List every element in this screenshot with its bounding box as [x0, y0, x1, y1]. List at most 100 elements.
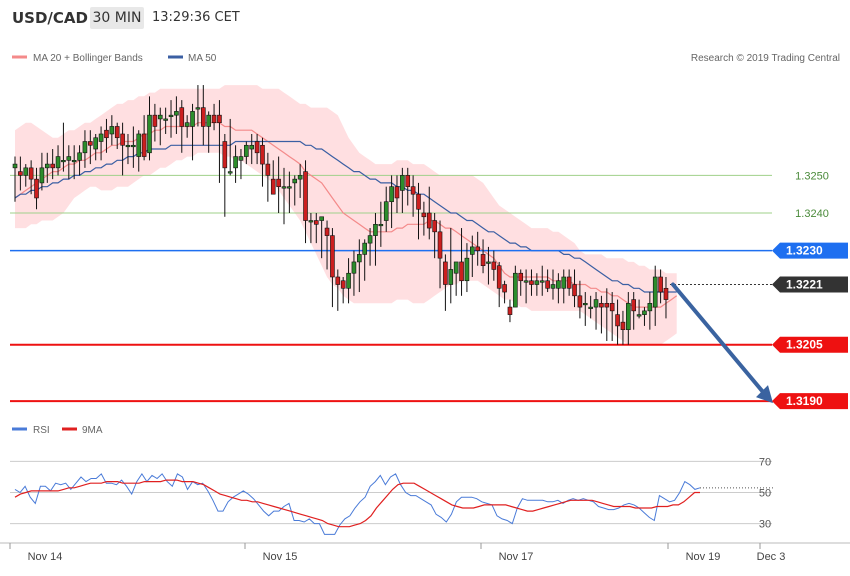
candle-body: [244, 144, 249, 157]
candle-body: [120, 133, 125, 146]
candle-body: [383, 201, 389, 221]
candle-body: [168, 114, 174, 117]
candle-body: [292, 178, 298, 184]
rsi-legend-label: RSI: [33, 425, 50, 436]
x-tick-label: Nov 17: [499, 551, 534, 563]
candle-body: [529, 280, 534, 285]
price-tag-label: 1.3190: [786, 394, 823, 408]
timeframe-button[interactable]: 30 MIN: [90, 7, 144, 29]
candle-body: [281, 186, 287, 189]
candle-body: [523, 280, 529, 283]
rsi-legend: RSI 9MA: [12, 425, 103, 436]
candle-body: [647, 303, 653, 312]
price-tag-label: 1.3230: [786, 244, 823, 258]
candle-body: [636, 314, 642, 317]
candle-body: [615, 314, 620, 327]
candle-body: [211, 114, 217, 123]
ma50-line: [14, 140, 677, 293]
candle-body: [303, 171, 308, 221]
candle-body: [652, 276, 658, 308]
candle-body: [405, 175, 411, 187]
candle-body: [566, 276, 572, 289]
price-tag: 1.3221: [772, 276, 848, 293]
candle-body: [453, 261, 459, 274]
candle-body: [394, 186, 400, 199]
ma9-legend-label: 9MA: [82, 425, 103, 436]
candle-body: [324, 227, 330, 236]
candle-body: [502, 284, 507, 293]
candle-body: [179, 107, 185, 127]
candle-body: [534, 280, 540, 285]
candle-body: [426, 212, 432, 229]
candle-body: [98, 133, 104, 142]
candle-body: [389, 186, 394, 203]
candle-body: [357, 254, 362, 263]
candle-body: [416, 193, 421, 210]
x-tick-label: Dec 3: [757, 551, 786, 563]
candle-body: [663, 287, 669, 300]
candle-body: [378, 224, 384, 227]
candle-body: [157, 114, 163, 120]
ma20-line: [14, 122, 678, 308]
candle-body: [125, 144, 131, 148]
candle-body: [147, 114, 152, 154]
candle-body: [184, 122, 190, 127]
candle-body: [604, 303, 610, 308]
candle-body: [23, 167, 29, 176]
candle-body: [222, 141, 228, 169]
candle-body: [201, 107, 206, 127]
credit-label: Research © 2019 Trading Central: [691, 53, 840, 64]
candle-body: [163, 118, 168, 121]
price-tag-bg: [772, 336, 848, 353]
candle-body: [104, 129, 109, 139]
ma50-legend-label: MA 50: [188, 53, 217, 64]
candle-body: [136, 133, 142, 157]
candle-body: [459, 261, 464, 282]
bb-legend-label: MA 20 + Bollinger Bands: [33, 53, 143, 64]
candle-body: [631, 299, 637, 312]
candle-body: [93, 137, 98, 150]
candle-body: [233, 156, 238, 169]
candle-body: [260, 144, 265, 165]
candle-body: [491, 261, 497, 270]
rsi-plot: 70 50 30: [10, 456, 775, 535]
chart-header: USD/CAD 30 MIN 13:29:36 CET: [0, 0, 850, 40]
candle-body: [238, 156, 244, 161]
candle-body: [319, 216, 324, 221]
candle-body: [34, 178, 39, 199]
candle-body: [432, 220, 437, 233]
rsi-ma-line: [14, 479, 700, 528]
candle-body: [609, 303, 615, 312]
candle-body: [287, 186, 292, 189]
candle-body: [518, 272, 524, 282]
symbol-label: USD/CAD: [12, 9, 88, 27]
candle-body: [77, 152, 82, 161]
candle-body: [71, 160, 77, 163]
price-tag-label: 1.3205: [786, 338, 823, 352]
candle-body: [400, 175, 405, 191]
candle-body: [174, 111, 179, 116]
price-tag: 1.3205: [772, 336, 848, 353]
candle-body: [39, 167, 45, 184]
candle-body: [340, 280, 346, 289]
candle-body: [443, 261, 448, 285]
candle-body: [61, 160, 66, 163]
candle-body: [620, 321, 626, 330]
candle-body: [114, 126, 120, 139]
candle-body: [265, 163, 271, 176]
candle-body: [642, 310, 647, 315]
candle-body: [152, 114, 158, 127]
candle-body: [276, 178, 281, 187]
price-axis-label: 1.3250: [795, 170, 829, 182]
candle-body: [599, 303, 604, 308]
candle-body: [582, 303, 588, 306]
candle-body: [351, 261, 357, 274]
price-tag-label: 1.3221: [786, 278, 823, 292]
candle-body: [28, 167, 34, 180]
candle-body: [335, 276, 341, 285]
candle-body: [88, 141, 93, 146]
rsi-axis-label: 50: [759, 488, 771, 500]
candle-body: [330, 235, 335, 278]
candle-body: [190, 111, 195, 127]
x-tick-label: Nov 15: [263, 551, 298, 563]
